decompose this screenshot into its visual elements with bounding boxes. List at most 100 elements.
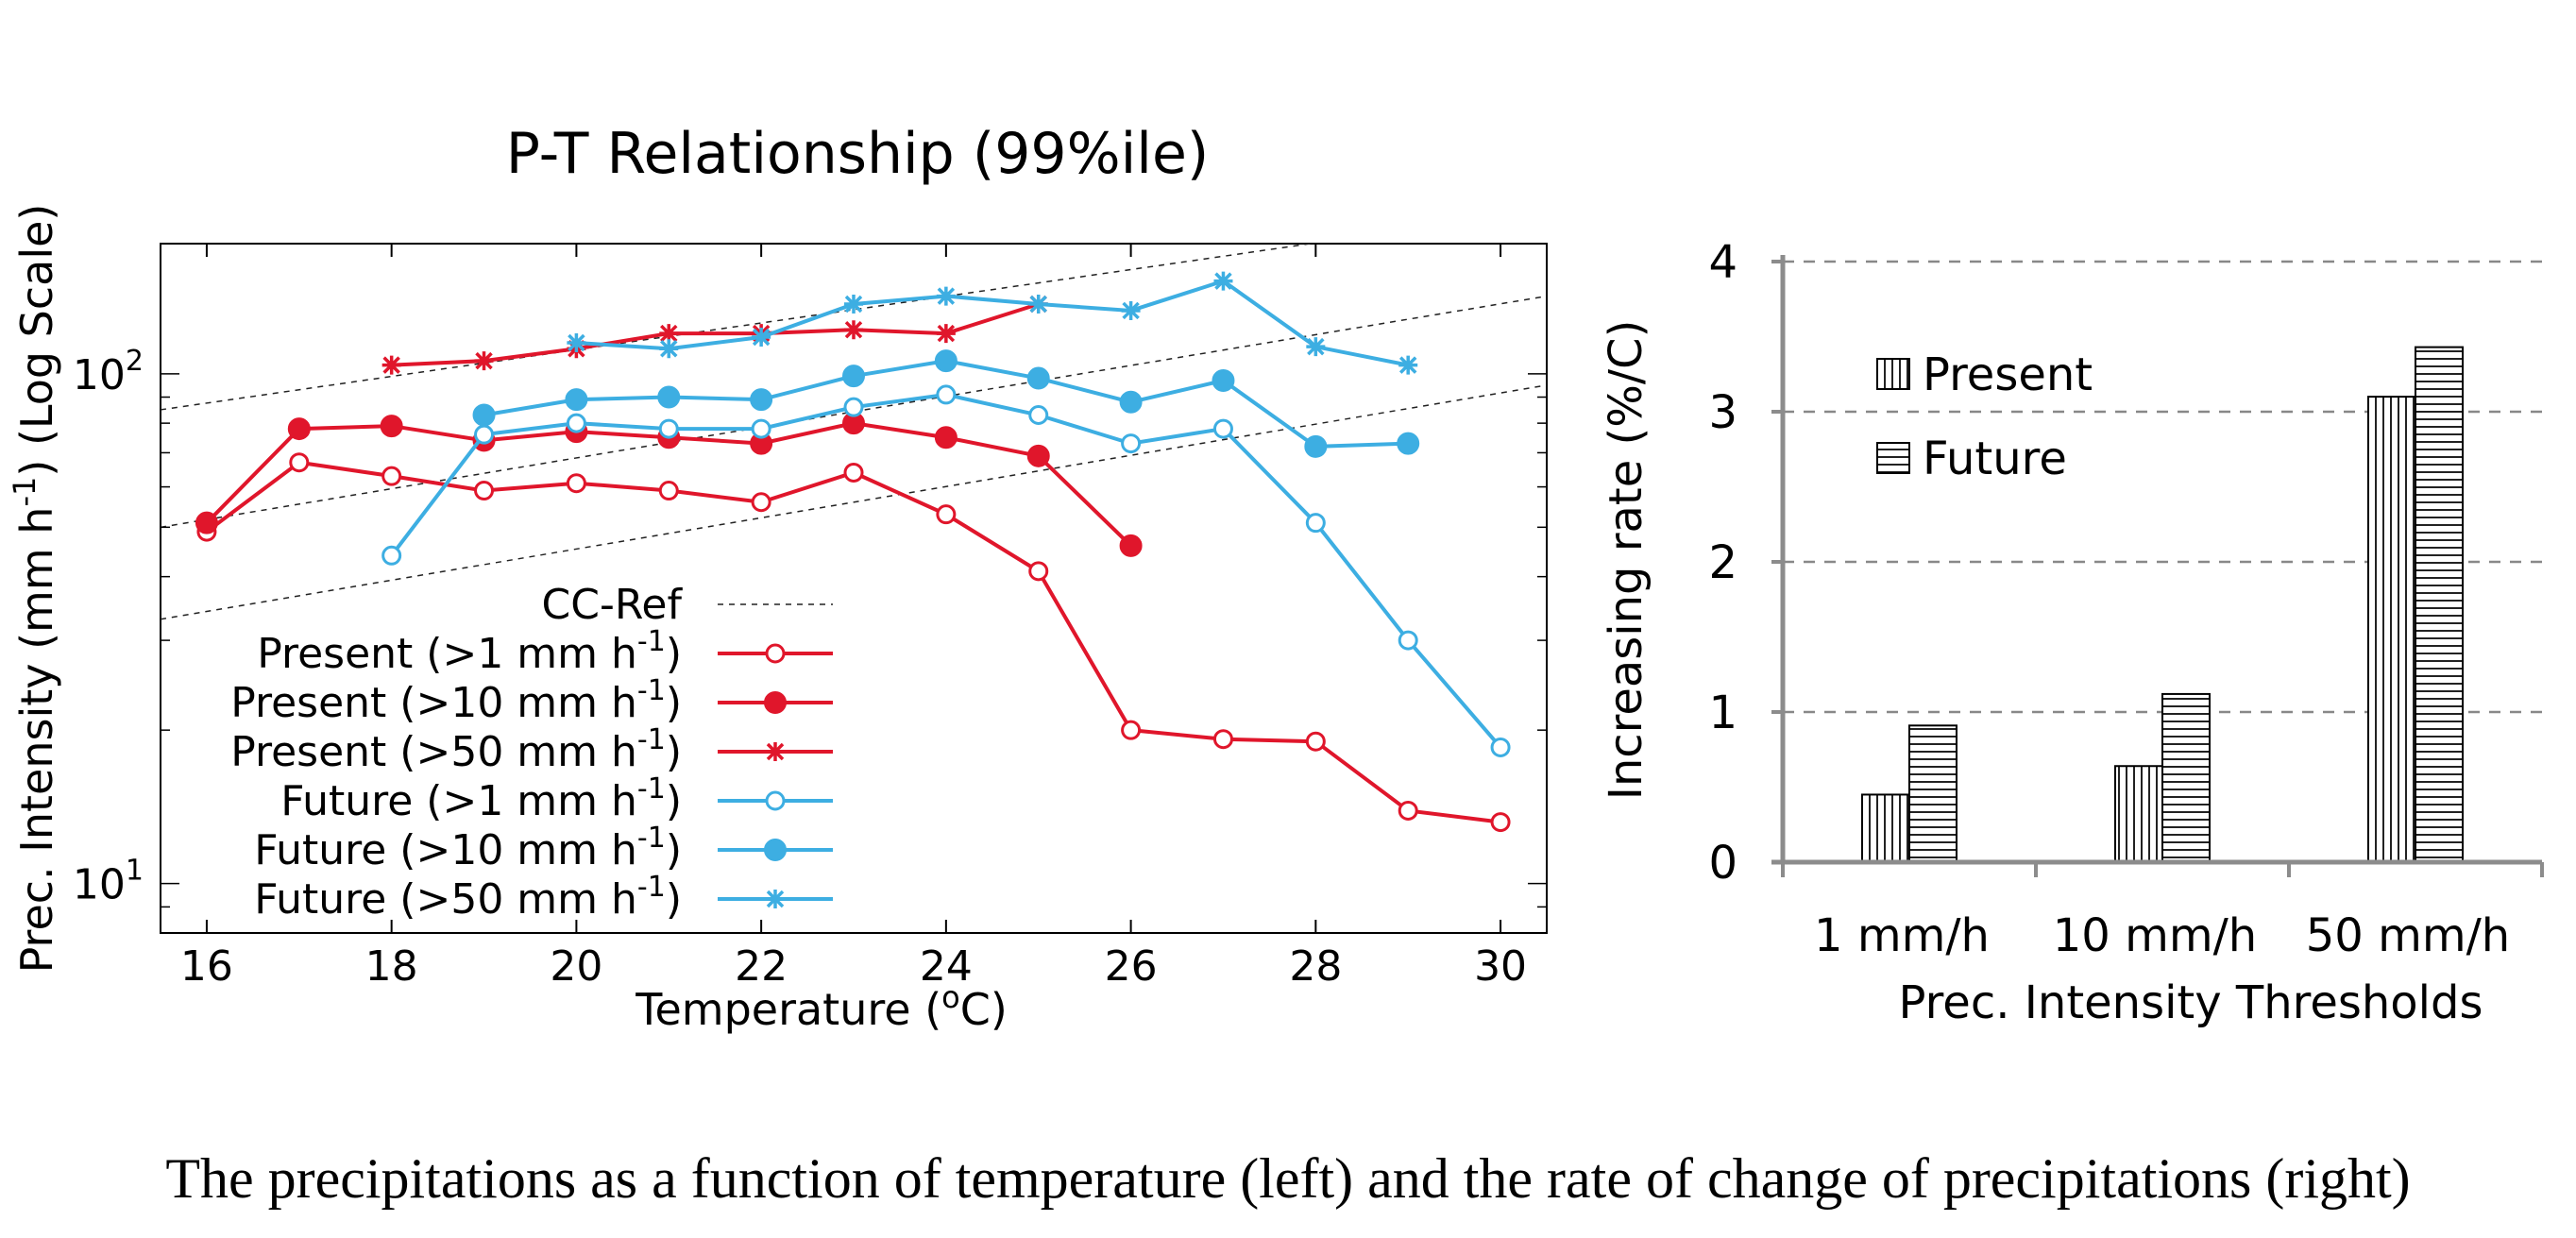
data-point (752, 328, 771, 348)
data-point (1305, 513, 1326, 534)
data-point (1490, 812, 1511, 833)
data-point (566, 413, 586, 433)
x-tick-label: 22 (735, 942, 788, 991)
data-point (474, 351, 494, 371)
right-x-axis-label: Prec. Intensity Thresholds (1899, 976, 2483, 1029)
data-point (766, 890, 785, 908)
data-point (1490, 737, 1511, 757)
y-tick-label: 2 (1708, 536, 1737, 589)
right-legend: Present Future (1876, 348, 2093, 485)
data-point (844, 320, 863, 340)
legend-label: Present (>10 mm h-1) (230, 674, 682, 727)
legend-label: Future (>50 mm h-1) (254, 871, 682, 924)
data-point (381, 355, 401, 375)
cc-ref-line (161, 384, 1547, 620)
x-tick-label: 20 (550, 942, 602, 991)
y-tick-label: 0 (1708, 837, 1737, 890)
data-point (1028, 405, 1049, 426)
data-point (474, 424, 495, 445)
data-point (843, 397, 864, 417)
y-tick-label: 3 (1708, 386, 1737, 439)
data-point (1028, 561, 1049, 582)
data-point (843, 462, 864, 483)
y-tick-label: 102 (73, 345, 144, 399)
legend-swatch-present (1876, 358, 1910, 390)
data-point (765, 790, 786, 811)
data-point (936, 504, 957, 525)
data-point (659, 324, 679, 344)
left-chart-title: P-T Relationship (99%ile) (506, 121, 1210, 187)
right-x-ticks: 1 mm/h 10 mm/h 50 mm/h (1781, 862, 2544, 962)
bar-present (1861, 793, 1910, 864)
bar-future (2161, 692, 2211, 863)
left-x-axis-label: Temperature (oC) (635, 979, 1008, 1035)
figure-caption: The precipitations as a function of temp… (165, 1147, 2410, 1210)
x-tick-label: 18 (365, 942, 418, 991)
legend-label: Future (1923, 432, 2067, 485)
data-point (936, 324, 956, 344)
left-chart: P-T Relationship (99%ile) 16 18 20 22 24 26 28… (7, 121, 1548, 1035)
data-point (844, 295, 863, 314)
left-plot-frame (160, 243, 1548, 934)
data-point (380, 415, 403, 438)
data-point (934, 426, 958, 449)
data-point (566, 473, 586, 494)
data-point (658, 481, 679, 501)
y-tick-label: 4 (1708, 236, 1737, 289)
bar-future (1908, 724, 1957, 863)
bar-future (2415, 346, 2464, 863)
left-y-minor-ticks (161, 373, 1547, 934)
left-series (195, 271, 1511, 833)
series-5 (472, 349, 1420, 458)
legend-label: Future (>10 mm h-1) (254, 822, 682, 874)
series-line (391, 302, 1040, 367)
data-point (936, 384, 957, 405)
left-y-ticks: 101 102 (73, 345, 144, 909)
data-point (764, 691, 787, 714)
data-point (1121, 300, 1141, 320)
data-point (1305, 731, 1326, 752)
legend-swatch-future (1876, 442, 1910, 474)
data-point (936, 286, 956, 306)
data-point (657, 385, 681, 409)
data-point (567, 333, 586, 353)
data-point (934, 349, 958, 373)
bar-present (2367, 396, 2416, 863)
data-point (1306, 337, 1326, 357)
legend-label: Future (>1 mm h-1) (280, 772, 682, 825)
data-point (381, 545, 402, 566)
data-point (751, 418, 771, 439)
legend-label: Present (>50 mm h-1) (230, 723, 682, 776)
right-y-ticks: 0 1 2 3 4 (1708, 236, 1783, 890)
data-point (1397, 432, 1420, 455)
data-point (472, 403, 496, 427)
x-tick-label: 16 (180, 942, 233, 991)
data-point (751, 492, 771, 513)
y-tick-label: 1 (1708, 687, 1737, 739)
data-point (1304, 434, 1328, 458)
data-point (289, 452, 310, 473)
right-chart: 0 1 2 3 4 1 mm/h 10 mm/h 50 mm/h Present Future… (1600, 236, 2544, 1029)
legend-label: CC-Ref (542, 581, 684, 629)
data-point (1026, 366, 1050, 390)
data-point (659, 339, 679, 359)
x-tick-label: 26 (1105, 942, 1158, 991)
data-point (765, 643, 786, 664)
x-tick-label: 30 (1474, 942, 1527, 991)
x-tick-label: 24 (920, 942, 973, 991)
data-point (1028, 295, 1048, 314)
legend-label: Present (>1 mm h-1) (257, 625, 682, 678)
category-label: 10 mm/h (2053, 909, 2257, 962)
data-point (1398, 355, 1418, 375)
series-6 (567, 271, 1418, 375)
y-tick-label: 101 (73, 855, 144, 909)
data-point (1026, 444, 1050, 467)
data-point (1212, 729, 1233, 750)
data-point (764, 839, 787, 861)
data-point (1213, 271, 1233, 291)
data-point (287, 417, 311, 441)
series-line (576, 279, 1409, 367)
data-point (1121, 433, 1142, 454)
